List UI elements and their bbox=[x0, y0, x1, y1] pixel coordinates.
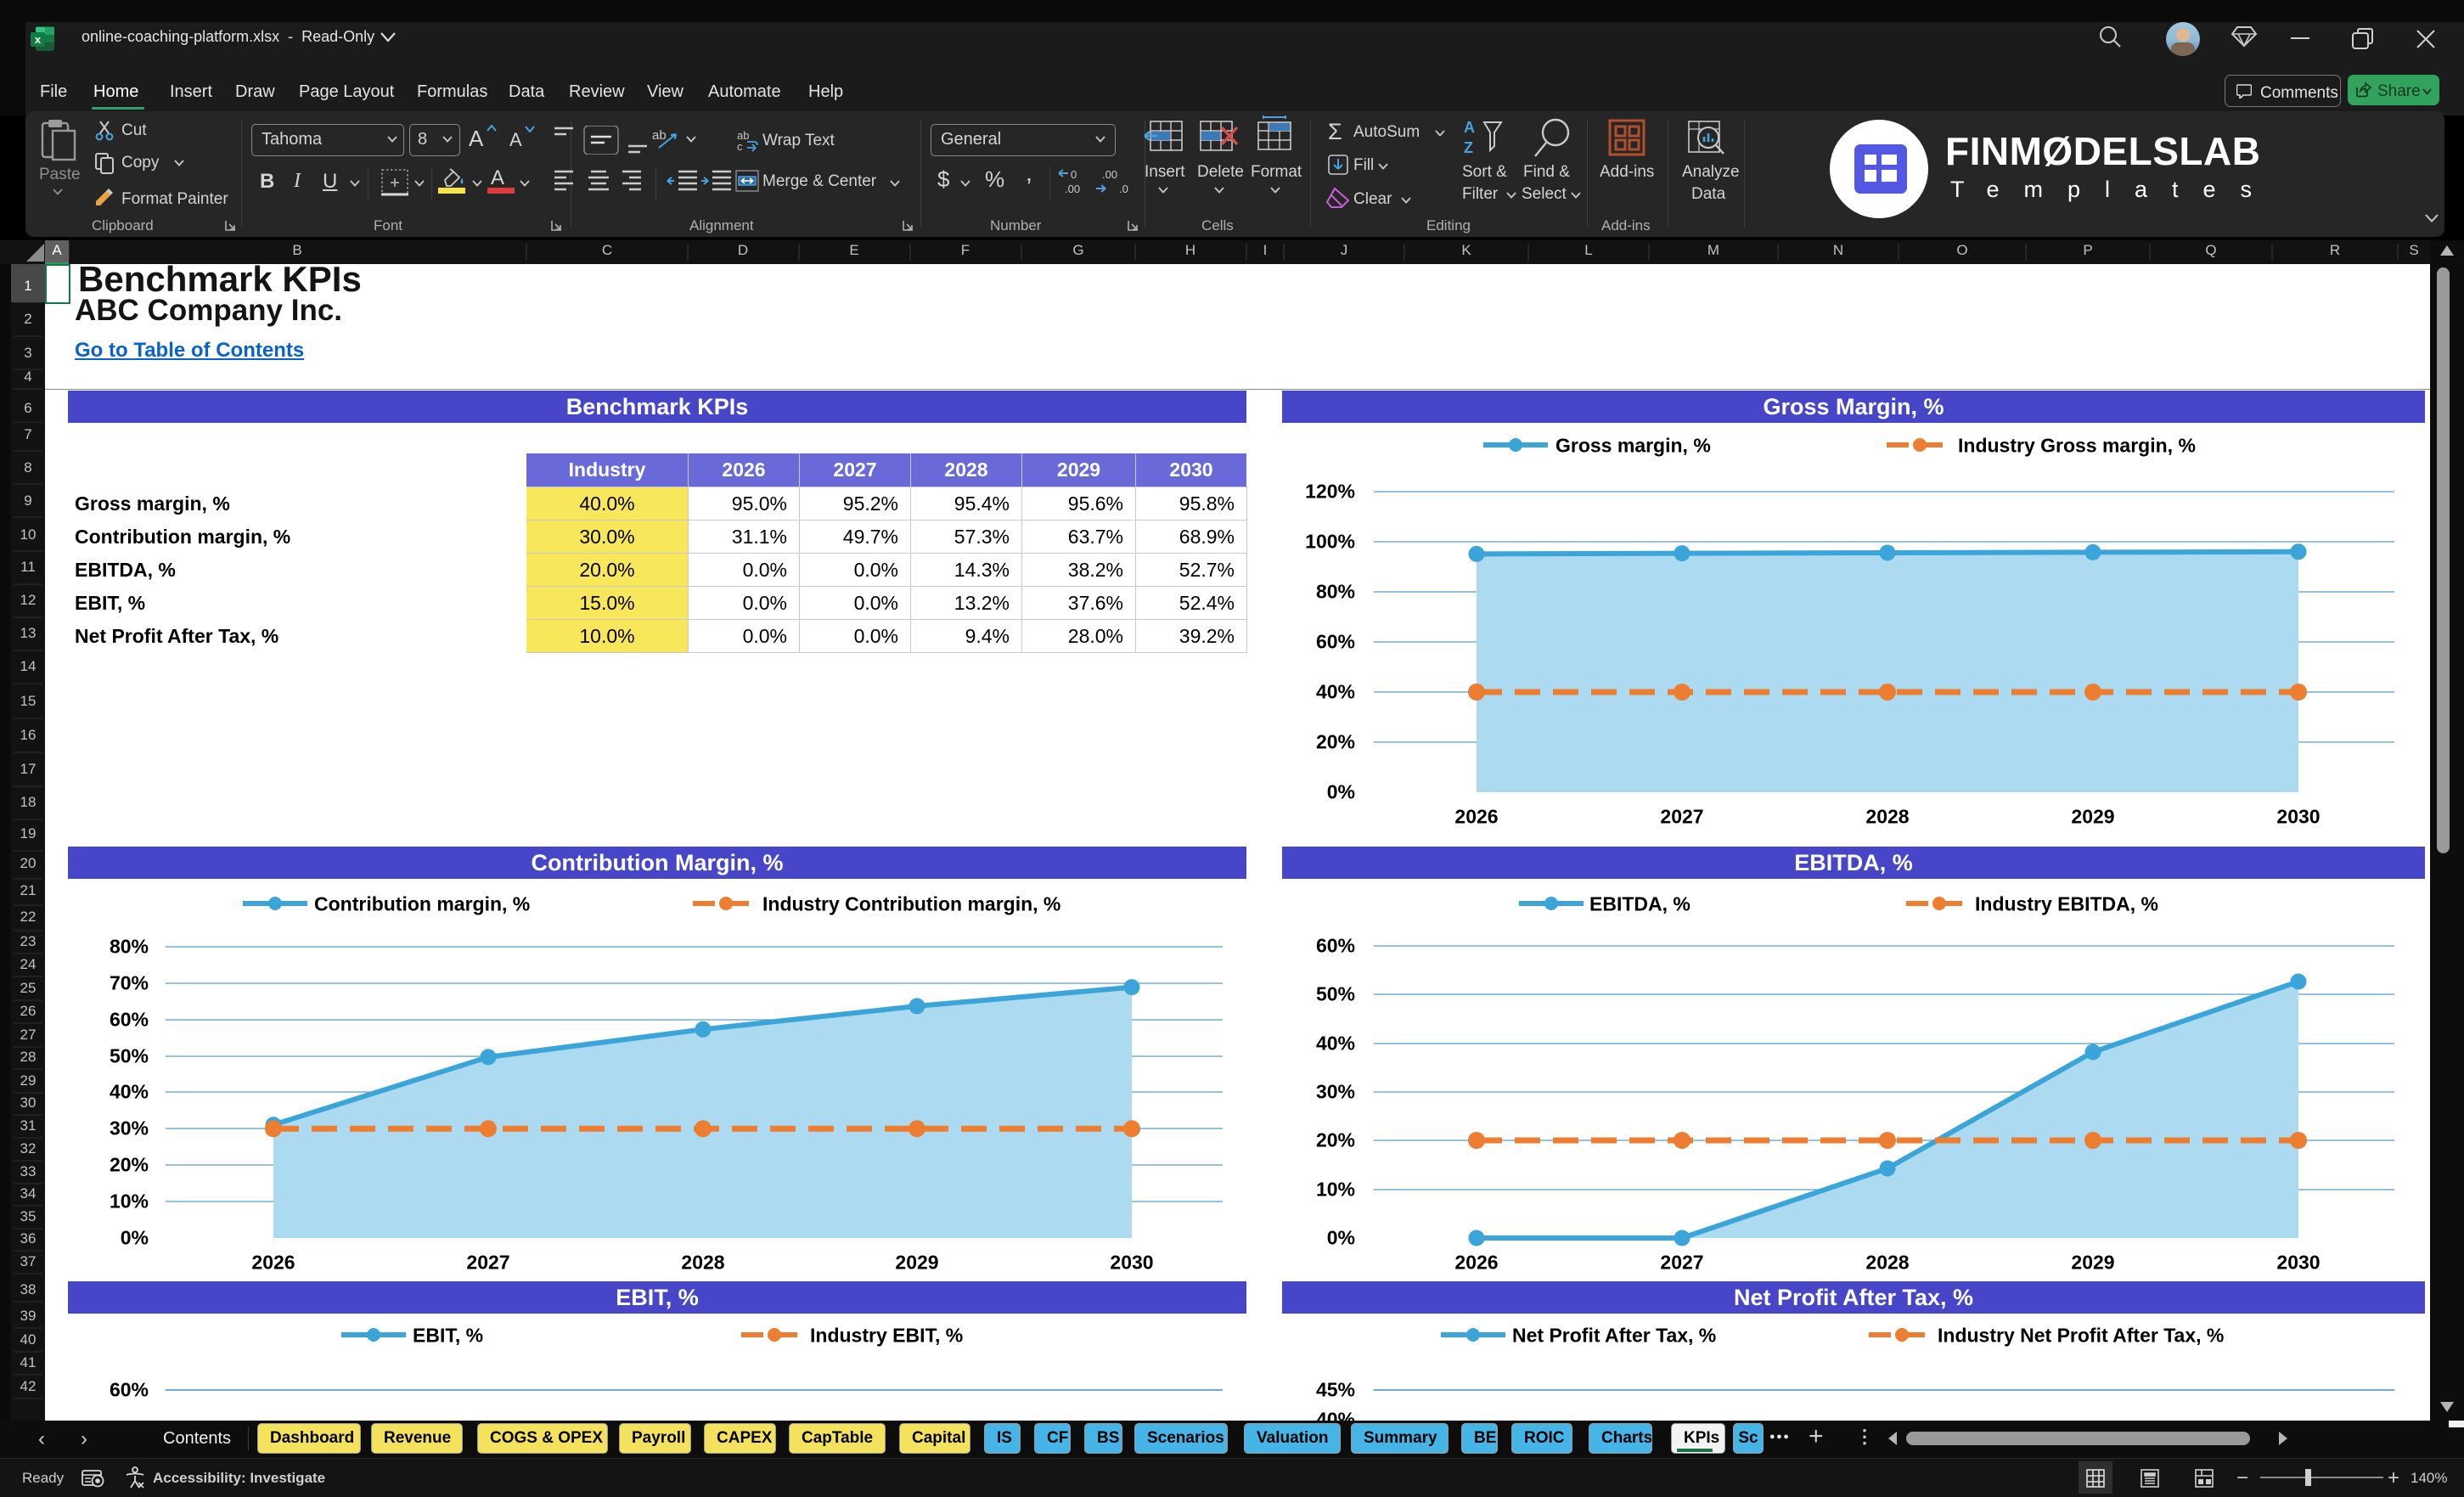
svg-text:Z: Z bbox=[1464, 139, 1473, 156]
svg-text:ab: ab bbox=[652, 128, 667, 143]
svg-text:x: x bbox=[35, 33, 42, 46]
svg-text:.00: .00 bbox=[1065, 183, 1080, 195]
svg-text:.00: .00 bbox=[1102, 168, 1117, 181]
svg-text:c: c bbox=[737, 140, 743, 153]
svg-text:.0: .0 bbox=[1119, 183, 1128, 195]
svg-text:A: A bbox=[1464, 119, 1475, 136]
svg-text:ab: ab bbox=[737, 129, 749, 142]
svg-text:0: 0 bbox=[1071, 168, 1077, 181]
